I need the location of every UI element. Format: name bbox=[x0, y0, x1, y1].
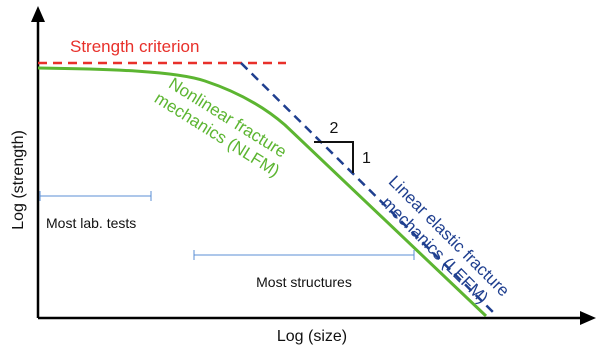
lefm-label: Linear elastic fracture mechanics (LEFM) bbox=[378, 172, 513, 307]
lab-tests-range: Most lab. tests bbox=[39, 191, 152, 231]
x-axis-label: Log (size) bbox=[277, 328, 347, 345]
slope-run-label: 2 bbox=[330, 120, 339, 137]
y-axis-label: Log (strength) bbox=[10, 130, 27, 230]
x-axis-arrow-icon bbox=[580, 311, 596, 325]
y-axis-arrow-icon bbox=[31, 6, 45, 22]
nlfm-curve bbox=[37, 66, 488, 318]
structures-range: Most structures bbox=[193, 250, 415, 290]
axes bbox=[31, 6, 596, 325]
lab-tests-label: Most lab. tests bbox=[46, 215, 136, 231]
slope-rise-label: 1 bbox=[362, 150, 371, 167]
structures-label: Most structures bbox=[256, 274, 352, 290]
slope-triangle: 2 1 bbox=[314, 120, 371, 173]
strength-criterion-label: Strength criterion bbox=[70, 37, 199, 56]
